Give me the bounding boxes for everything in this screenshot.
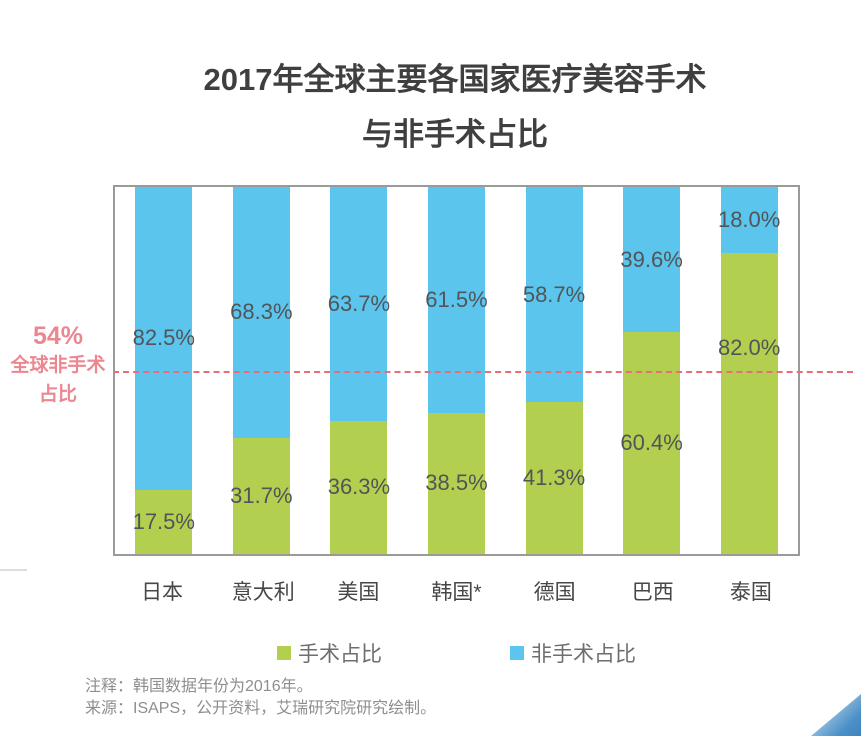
bar-segment-surgical: [623, 332, 681, 554]
x-axis-label: 德国: [533, 581, 576, 604]
surgical-value-label: 41.3%: [522, 465, 586, 491]
legend-item-surgical: 手术占比: [277, 638, 382, 668]
bar-segment-surgical: [232, 437, 290, 554]
dashed-reference-line: [113, 371, 853, 374]
bar-segment-surgical: [720, 253, 778, 554]
x-axis-label: 日本: [141, 581, 184, 604]
surgical-value-label: 38.5%: [425, 470, 488, 496]
nonsurgical-value-label: 61.5%: [425, 286, 488, 312]
legend-item-nonsurgical: 非手术占比: [510, 638, 636, 668]
nonsurgical-value-label: 82.5%: [132, 325, 195, 351]
corner-decoration-triangle: [811, 694, 861, 736]
footnote-note: 注释：韩国数据年份为2016年。: [85, 678, 313, 695]
chart-title-line1: 2017年全球主要各国家医疗美容手术: [203, 62, 707, 97]
chart-footnotes: 注释：韩国数据年份为2016年。 来源：ISAPS，公开资料，艾瑞研究院研究绘制…: [85, 676, 436, 720]
x-axis-label: 意大利: [231, 581, 295, 604]
nonsurgical-legend-swatch: [510, 646, 524, 660]
chart-title-line2: 与非手术占比: [362, 117, 548, 152]
bar-column: 36.3% 63.7%: [327, 187, 391, 554]
x-axis-labels: 日本 意大利 美国 韩国* 德国 巴西 泰国: [113, 576, 800, 606]
bar-segment-nonsurgical: [135, 187, 193, 490]
bar-segment-nonsurgical: [427, 187, 485, 413]
surgical-value-label: 17.5%: [132, 508, 195, 534]
surgical-value-label: 31.7%: [230, 482, 293, 508]
bar-segment-surgical: [525, 402, 583, 554]
nonsurgical-value-label: 18.0%: [717, 207, 781, 233]
chart-plot-area: 17.5% 82.5% 31.7% 68.3% 36.3% 63.7% 38.5% 61.5%…: [113, 185, 800, 556]
bar-column: 41.3% 58.7%: [522, 187, 586, 554]
chart-title: 2017年全球主要各国家医疗美容手术 与非手术占比: [50, 52, 860, 162]
surgical-value-label: 36.3%: [327, 474, 391, 500]
bar-segment-surgical: [330, 420, 388, 554]
surgical-legend-swatch: [277, 646, 291, 660]
annotation-text-line2: 占比: [38, 384, 77, 405]
bar-column: 31.7% 68.3%: [230, 187, 293, 554]
annotation-text-line1: 全球非手术: [10, 355, 106, 376]
chart-legend: 手术占比 非手术占比: [113, 638, 800, 668]
bar-segment-nonsurgical: [525, 187, 583, 403]
x-axis-label: 泰国: [729, 581, 772, 604]
bar-segment-surgical: [135, 489, 193, 554]
bar-column: 60.4% 39.6%: [620, 187, 683, 554]
surgical-value-label: 82.0%: [717, 335, 781, 361]
x-axis-label: 美国: [337, 581, 380, 604]
annotation-percentage: 54%: [32, 322, 84, 350]
reference-line-annotation: 54% 全球非手术 占比: [7, 322, 109, 409]
bars-container: 17.5% 82.5% 31.7% 68.3% 36.3% 63.7% 38.5% 61.5%…: [115, 187, 798, 554]
bar-column: 38.5% 61.5%: [425, 187, 488, 554]
bar-segment-nonsurgical: [623, 187, 681, 333]
nonsurgical-legend-label: 非手术占比: [531, 643, 636, 666]
x-axis-label: 巴西: [631, 581, 674, 604]
footnote-source: 来源：ISAPS，公开资料，艾瑞研究院研究绘制。: [85, 700, 437, 717]
nonsurgical-value-label: 63.7%: [327, 290, 391, 316]
bar-column: 82.0% 18.0%: [717, 187, 781, 554]
surgical-value-label: 60.4%: [620, 430, 683, 456]
bar-segment-nonsurgical: [330, 187, 388, 421]
bar-segment-surgical: [427, 412, 485, 554]
nonsurgical-value-label: 68.3%: [230, 299, 293, 325]
bar-segment-nonsurgical: [720, 187, 778, 254]
bar-column: 17.5% 82.5%: [132, 187, 195, 554]
nonsurgical-value-label: 58.7%: [522, 281, 586, 307]
surgical-legend-label: 手术占比: [298, 643, 382, 666]
x-axis-label: 韩国*: [431, 581, 482, 604]
left-edge-tick: [0, 569, 27, 571]
bar-segment-nonsurgical: [232, 187, 290, 438]
nonsurgical-value-label: 39.6%: [620, 246, 683, 272]
